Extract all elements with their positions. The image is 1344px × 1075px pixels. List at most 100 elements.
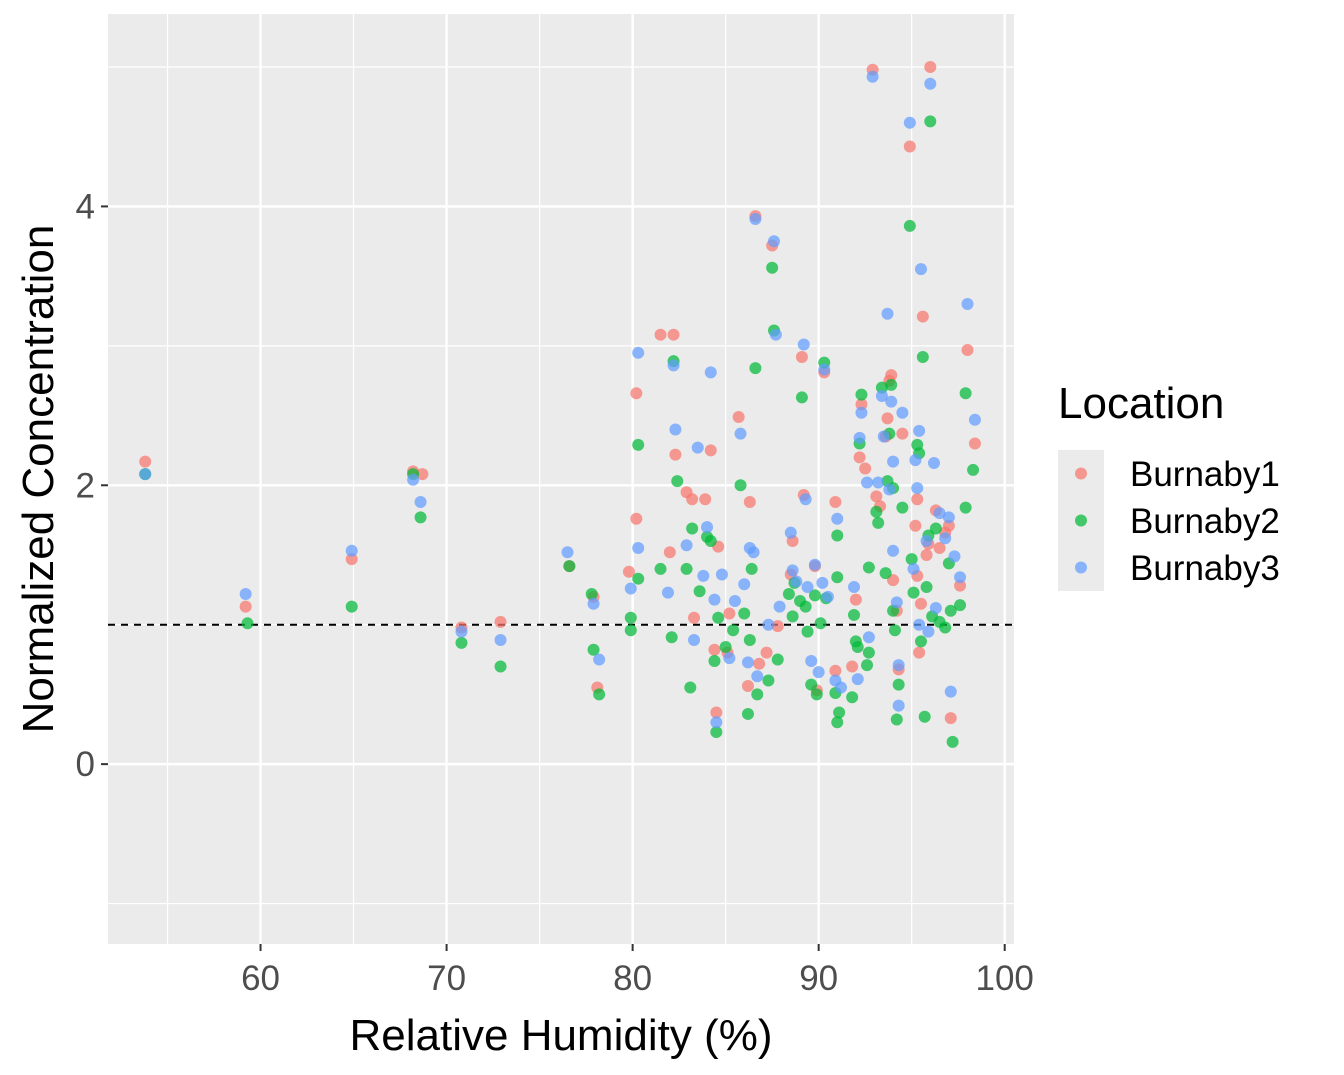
data-point [743, 634, 756, 647]
data-point [849, 593, 862, 606]
data-point [753, 657, 766, 670]
data-point [727, 624, 740, 637]
data-point [890, 596, 903, 609]
data-point [909, 454, 922, 467]
data-point [630, 512, 643, 525]
data-points [139, 60, 981, 748]
data-point [624, 611, 637, 624]
data-point [455, 636, 468, 649]
data-point [795, 350, 808, 363]
data-point [587, 643, 600, 656]
data-point [708, 654, 721, 667]
data-point [760, 646, 773, 659]
data-point [563, 560, 576, 573]
data-point [704, 444, 717, 457]
data-point [680, 539, 693, 552]
x-tick-label: 60 [241, 959, 280, 998]
data-point [766, 261, 779, 274]
data-point [688, 611, 701, 624]
data-point [954, 571, 967, 584]
data-point [848, 608, 861, 621]
data-point [948, 550, 961, 563]
data-point [954, 579, 967, 592]
data-point [745, 562, 758, 575]
legend: Location Burnaby1 Burnaby2 Burnaby3 [1058, 379, 1280, 591]
data-point [630, 387, 643, 400]
data-point [751, 670, 764, 683]
data-point [587, 597, 600, 610]
legend-swatch [1075, 561, 1087, 574]
data-point [968, 437, 981, 450]
series-burnaby2 [139, 115, 980, 748]
x-axis-title: Relative Humidity (%) [350, 1011, 773, 1060]
data-point [771, 620, 784, 633]
data-point [414, 496, 427, 509]
data-point [801, 581, 814, 594]
legend-swatch [1075, 514, 1087, 527]
y-tick-label: 2 [76, 466, 95, 505]
data-point [769, 328, 782, 341]
data-point [914, 263, 927, 276]
data-point [728, 595, 741, 608]
data-point [881, 412, 894, 425]
data-point [859, 462, 872, 475]
data-point [905, 553, 918, 566]
data-point [704, 366, 717, 379]
data-point [885, 369, 898, 382]
data-point [903, 140, 916, 153]
data-point [924, 115, 937, 128]
data-point [896, 427, 909, 440]
data-point [734, 479, 747, 492]
data-point [814, 617, 827, 630]
x-tick-label: 100 [975, 959, 1033, 998]
legend-title: Location [1058, 379, 1224, 428]
data-point [654, 562, 667, 575]
data-point [805, 654, 818, 667]
data-point [903, 116, 916, 129]
data-point [585, 588, 598, 601]
data-point [593, 653, 606, 666]
data-point [808, 589, 821, 602]
data-point [701, 521, 714, 534]
data-point [883, 483, 896, 496]
data-point [790, 575, 803, 588]
data-point [888, 624, 901, 637]
data-point [686, 522, 699, 535]
major-gridlines [108, 14, 1014, 944]
data-point [708, 643, 721, 656]
data-point [691, 441, 704, 454]
data-point [913, 424, 926, 437]
data-point [719, 641, 732, 654]
legend-label: Burnaby3 [1130, 549, 1280, 588]
data-point [632, 438, 645, 451]
data-point [241, 617, 254, 630]
data-point [933, 507, 946, 520]
data-point [885, 378, 898, 391]
data-point [834, 681, 847, 694]
x-tick-label: 70 [427, 959, 466, 998]
data-point [875, 381, 888, 394]
series-burnaby3 [139, 70, 981, 729]
data-point [916, 350, 929, 363]
data-point [929, 601, 942, 614]
data-point [139, 468, 152, 481]
data-point [831, 571, 844, 584]
data-point [939, 621, 952, 634]
data-point [942, 511, 955, 524]
data-point [872, 476, 885, 489]
data-point [922, 625, 935, 638]
data-point [812, 666, 825, 679]
data-point [593, 688, 606, 701]
data-point [762, 618, 775, 631]
data-point [697, 569, 710, 582]
data-point [887, 455, 900, 468]
data-point [920, 548, 933, 561]
data-point [771, 653, 784, 666]
data-point [968, 413, 981, 426]
data-point [773, 600, 786, 613]
data-point [795, 391, 808, 404]
data-point [862, 561, 875, 574]
data-point [913, 646, 926, 659]
data-point [907, 586, 920, 599]
data-point [738, 607, 751, 620]
